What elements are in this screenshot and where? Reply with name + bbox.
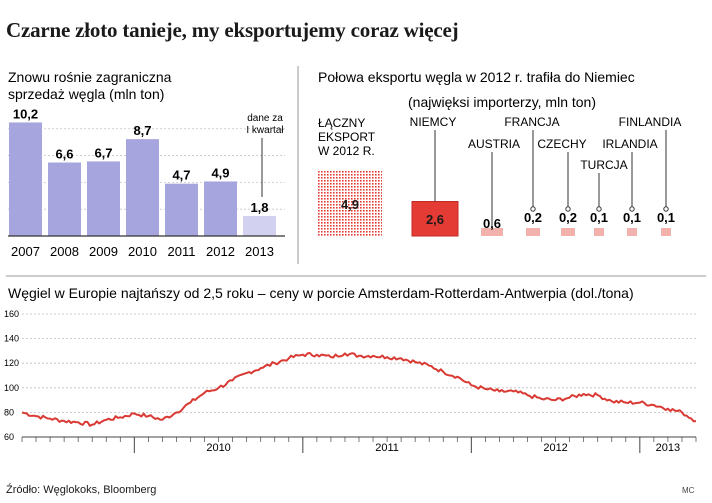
importer-name-niemcy: NIEMCY — [410, 115, 457, 129]
main-title: Czarne złoto tanieje, my eksportujemy co… — [6, 18, 459, 42]
importer-bar-francja — [526, 228, 540, 236]
total-export-label-line-1: ŁĄCZNY — [318, 116, 365, 130]
importer-name-czechy: CZECHY — [537, 137, 586, 151]
export-year-label-2007: 2007 — [11, 244, 40, 259]
importers-chart-subtitle: (najwięksi importerzy, mln ton) — [408, 94, 596, 110]
export-value-label-2009: 6,7 — [94, 145, 112, 160]
price-year-label-2010: 2010 — [206, 442, 230, 454]
author-credit: MC — [682, 486, 695, 495]
importer-leader-dot-francja — [530, 206, 536, 212]
export-bar-2007 — [9, 122, 42, 236]
q1-note-line-2: I kwartał — [246, 125, 284, 136]
importer-name-turcja: TURCJA — [580, 158, 627, 172]
importer-name-francja: FRANCJA — [504, 115, 559, 129]
importer-value-turcja: 0,1 — [590, 210, 608, 225]
export-year-label-2012: 2012 — [206, 244, 235, 259]
importer-bar-irlandia — [627, 228, 637, 236]
exports-chart-title-line-1: Znowu rośnie zagraniczna — [8, 69, 172, 85]
total-export-value: 4,9 — [341, 197, 359, 212]
q1-note-line-1: dane za — [247, 113, 283, 124]
export-year-label-2008: 2008 — [50, 244, 79, 259]
price-ytick-80: 80 — [4, 407, 14, 417]
importer-leader-dot-czechy — [565, 206, 571, 212]
importer-value-francja: 0,2 — [524, 210, 542, 225]
importer-leader-dot-turcja — [596, 206, 602, 212]
export-year-label-2009: 2009 — [89, 244, 118, 259]
export-value-label-2013: 1,8 — [250, 200, 268, 215]
price-year-label-2012: 2012 — [543, 442, 567, 454]
importer-leader-dot-irlandia — [629, 206, 635, 212]
export-bar-2008 — [48, 162, 81, 236]
importer-leader-dot-finlandia — [663, 206, 669, 212]
importer-name-austria: AUSTRIA — [468, 137, 520, 151]
price-year-label-2013: 2013 — [656, 442, 680, 454]
export-value-label-2008: 6,6 — [55, 147, 73, 162]
export-bar-2009 — [87, 161, 120, 236]
export-value-label-2007: 10,2 — [13, 106, 38, 121]
source-note: Źródło: Węglokoks, Bloomberg — [6, 484, 157, 496]
exports-chart-title-line-2: sprzedaż węgla (mln ton) — [8, 86, 164, 102]
price-chart-title: Węgiel w Europie najtańszy od 2,5 roku –… — [8, 285, 634, 301]
importer-bar-czechy — [561, 228, 575, 236]
importer-value-niemcy: 2,6 — [426, 212, 444, 227]
importer-name-irlandia: IRLANDIA — [602, 137, 657, 151]
importer-bar-turcja — [594, 228, 604, 236]
importer-value-irlandia: 0,1 — [623, 210, 641, 225]
export-value-label-2010: 8,7 — [133, 123, 151, 138]
total-export-label-line-2: EKSPORT — [318, 130, 376, 144]
importer-name-finlandia: FINLANDIA — [619, 115, 682, 129]
total-export-bar — [318, 171, 382, 236]
export-bar-2012 — [204, 181, 237, 236]
importer-bar-finlandia — [661, 228, 671, 236]
export-year-label-2013: 2013 — [245, 244, 274, 259]
export-bar-2010 — [126, 139, 159, 236]
price-year-label-2011: 2011 — [375, 442, 399, 454]
price-ytick-140: 140 — [4, 334, 19, 344]
export-year-label-2010: 2010 — [128, 244, 157, 259]
importer-bar-austria — [481, 228, 503, 236]
importer-value-czechy: 0,2 — [559, 210, 577, 225]
export-value-label-2012: 4,9 — [211, 165, 229, 180]
importers-chart: Połowa eksportu węgla w 2012 r. trafiła … — [318, 69, 682, 237]
export-bar-2013 — [243, 215, 276, 236]
price-chart: Węgiel w Europie najtańszy od 2,5 roku –… — [4, 285, 697, 454]
export-value-label-2011: 4,7 — [172, 168, 190, 183]
price-ytick-160: 160 — [4, 309, 19, 319]
export-bar-2011 — [165, 183, 198, 236]
price-ytick-120: 120 — [4, 358, 19, 368]
total-export-label-line-3: W 2012 R. — [318, 144, 375, 158]
price-ytick-60: 60 — [4, 432, 14, 442]
price-series-line — [21, 352, 697, 427]
importer-value-finlandia: 0,1 — [657, 210, 675, 225]
importers-chart-title: Połowa eksportu węgla w 2012 r. trafiła … — [318, 69, 635, 85]
exports-chart: Znowu rośnie zagraniczna sprzedaż węgla … — [8, 69, 285, 259]
price-ytick-100: 100 — [4, 383, 19, 393]
export-year-label-2011: 2011 — [168, 244, 196, 259]
